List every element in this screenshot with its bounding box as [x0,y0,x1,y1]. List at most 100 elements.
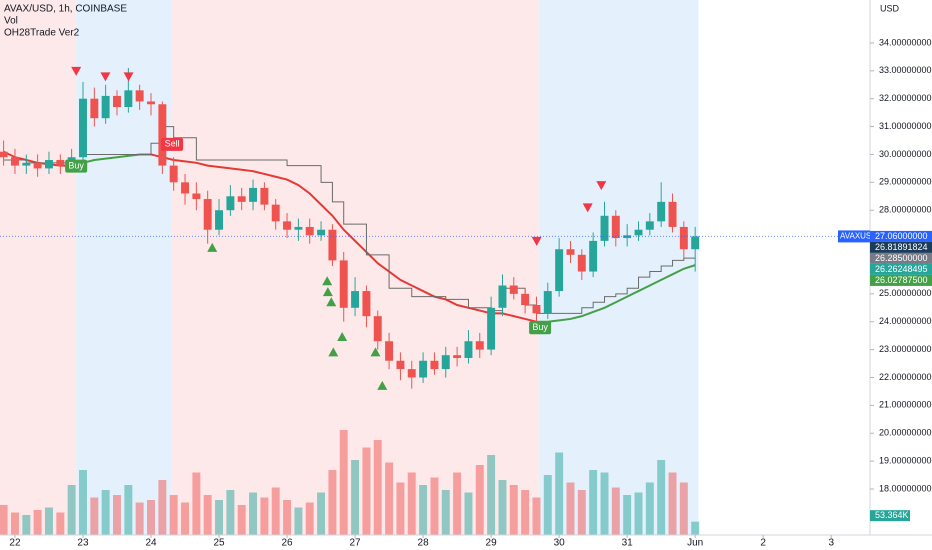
trend-zone [538,0,699,535]
volume-badge: 53.364K [875,510,909,520]
candle-body [124,90,133,108]
candle-body [305,226,314,236]
x-tick-label: 24 [145,538,157,549]
volume-bar [317,492,326,535]
sell-arrow [531,236,542,246]
volume-bar [90,497,99,535]
buy-arrow [370,347,381,357]
volume-bar [328,470,337,535]
signal-label-box [161,137,184,151]
candle-body [464,341,473,358]
volume-bar [203,495,212,535]
x-tick-label: 27 [350,538,362,549]
volume-bar [305,502,314,535]
x-tick-label: 22 [9,538,21,549]
volume-bar [113,495,121,535]
x-tick-label: Jun [687,538,703,549]
candle-body [294,226,303,230]
candle-body [0,151,8,158]
candle-body [226,196,235,211]
y-tick-label: 20.00000000 [879,428,932,438]
candle-body [679,226,688,250]
candle-body [147,101,155,105]
y-tick-label: 23.00000000 [879,344,932,354]
y-tick-label: 21.00000000 [879,400,932,410]
volume-bar [294,507,303,535]
y-tick-label: 25.00000000 [879,288,932,298]
volume-bar [600,472,609,535]
volume-bar [532,497,541,535]
y-tick-label: 22.00000000 [879,372,932,382]
x-tick-label: 29 [486,538,498,549]
candle-body [283,221,292,230]
x-tick-label: 30 [554,538,566,549]
chart-title: AVAX/USD, 1h, COINBASE [4,4,127,15]
volume-bar [441,490,450,535]
buy-arrow [377,380,388,390]
volume-bar [181,502,189,535]
volume-bar [56,512,65,535]
volume-bar [419,485,428,535]
volume-bar [657,460,666,535]
y-tick-label: 34.00000000 [879,37,932,47]
x-tick-label: 26 [281,538,293,549]
symbol-badge-box [838,230,870,243]
y-tick-label: 19.00000000 [879,455,932,465]
candle-body [271,204,280,222]
volume-bar [79,470,87,535]
candle-body [691,236,700,250]
signal-label-box [529,321,552,335]
candle-body [430,360,439,370]
candle-body [611,215,620,239]
volume-bar [509,485,518,535]
signal-label: Buy [68,160,84,170]
symbol-badge: AVAXUSD [840,232,877,241]
candle-body [260,187,269,205]
price-badge: 26.28500000 [875,253,928,263]
candle-body [543,291,552,314]
volume-bar [192,472,201,535]
price-badge: 26.26248495 [875,264,928,274]
volume-bar [67,485,76,535]
volume-bar [101,490,110,535]
volume-bar [226,490,235,535]
volume-bar [396,482,405,535]
volume-bar [373,440,382,535]
y-axis-label: USD [880,3,900,13]
candle-body [90,98,99,119]
price-badge-box [870,263,932,275]
volume-bar [339,430,348,535]
volume-bar [44,507,53,535]
trend-zone [0,0,77,535]
price-badge: 27.06000000 [875,231,928,241]
candle-body [113,95,121,108]
candle-body [249,187,258,202]
candle-body [33,162,42,169]
candle-body [577,254,586,272]
volume-bar [589,470,598,535]
candle-body [407,369,416,378]
buy-arrow [207,242,218,252]
volume-bar [385,462,394,535]
indicator-legend: OH28Trade Ver2 [4,28,80,39]
volume-bar [215,500,224,535]
price-badge-box [870,274,932,286]
price-badge: 26.02787500 [875,275,928,285]
candle-body [158,104,167,166]
y-tick-label: 28.00000000 [879,205,932,215]
candle-body [385,341,394,361]
x-tick-label: 2 [760,538,766,549]
indicator-line [3,126,696,314]
volume-bar [668,472,677,535]
price-badge-box [870,241,932,253]
candle-body [215,210,224,230]
sell-arrow [71,66,82,76]
volume-bar [623,495,632,535]
candle-body [44,160,53,169]
x-tick-label: 23 [77,538,89,549]
sell-arrow [582,203,593,213]
volume-bar [135,502,144,535]
volume-bar [124,485,133,535]
price-badge-box [870,230,932,242]
